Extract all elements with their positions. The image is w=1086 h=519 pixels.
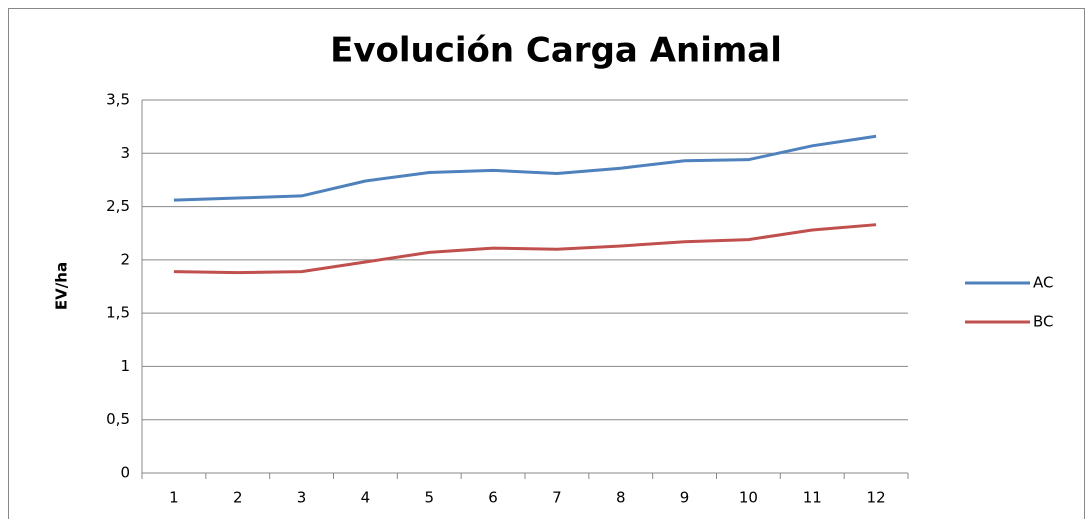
y-axis-label: EV/ha (53, 262, 71, 310)
x-tick-label: 4 (361, 489, 371, 507)
x-tick-label: 9 (680, 489, 690, 507)
x-tick-label: 10 (739, 489, 758, 507)
y-tick-label: 2,5 (106, 197, 130, 215)
series-line (173, 134, 877, 202)
x-tick-label: 3 (297, 489, 307, 507)
y-tick-label: 3,5 (106, 91, 130, 109)
y-tick-label: 0,5 (106, 410, 130, 428)
x-tick-label: 1 (169, 489, 179, 507)
x-tick-label: 7 (552, 489, 562, 507)
chart-title: Evolución Carga Animal (330, 31, 782, 71)
y-tick-label: 3 (120, 144, 130, 162)
legend-label: BC (1033, 313, 1054, 331)
x-tick-label: 11 (803, 489, 822, 507)
x-tick-label: 6 (488, 489, 498, 507)
y-tick-label: 1 (120, 357, 130, 375)
x-tick-label: 12 (867, 489, 886, 507)
x-tick-label: 2 (233, 489, 243, 507)
y-tick-label: 1,5 (106, 304, 130, 322)
x-tick-label: 5 (424, 489, 434, 507)
y-tick-label: 0 (120, 464, 130, 482)
x-tick-label: 8 (616, 489, 626, 507)
y-tick-label: 2 (120, 250, 130, 268)
legend-label: AC (1033, 274, 1053, 292)
series-line (173, 223, 877, 275)
chart-frame (8, 8, 1085, 519)
